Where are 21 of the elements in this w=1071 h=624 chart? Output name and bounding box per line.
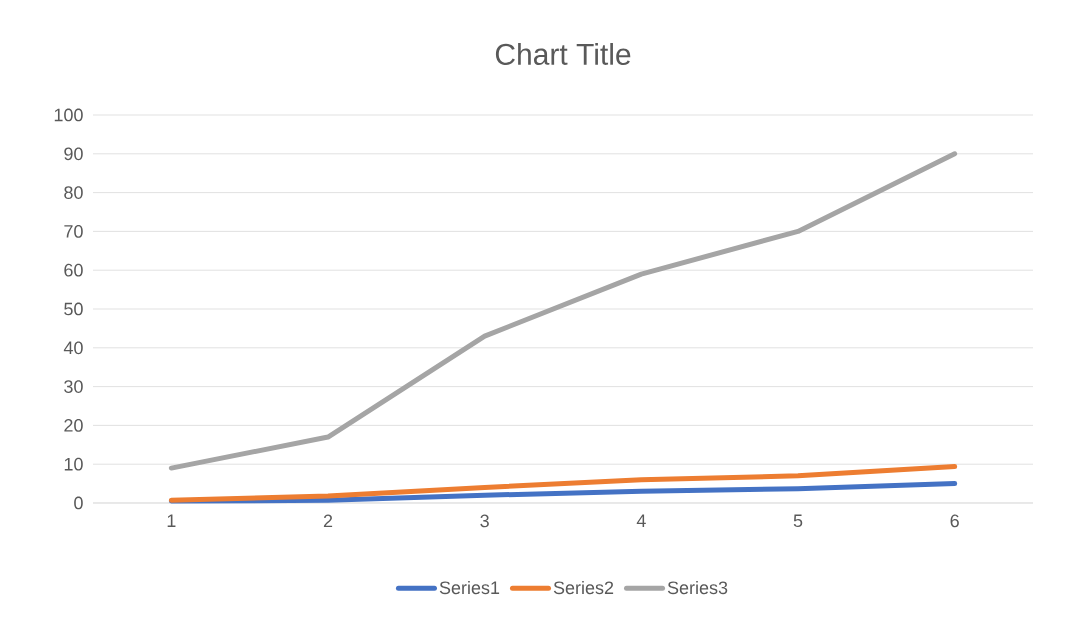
- y-tick-label: 50: [64, 302, 83, 316]
- y-tick-label: 0: [74, 496, 83, 510]
- y-tick-label: 40: [63, 341, 83, 355]
- chart-title: Chart Title: [495, 42, 631, 66]
- legend-label: Series3: [667, 580, 728, 595]
- y-tick-label: 20: [64, 419, 83, 432]
- y-tick-label: 60: [64, 263, 83, 277]
- y-tick-label: 10: [64, 457, 83, 471]
- y-tick-label: 100: [54, 108, 83, 122]
- x-tick-label: 5: [793, 514, 803, 528]
- x-tick-label: 3: [480, 514, 489, 528]
- y-tick-label: 30: [64, 380, 83, 393]
- y-tick-label: 90: [64, 147, 83, 161]
- y-tick-label: 80: [64, 186, 83, 199]
- x-tick-label: 2: [323, 514, 333, 528]
- legend-label: Series2: [553, 580, 614, 595]
- x-tick-label: 1: [167, 514, 176, 527]
- x-tick-label: 6: [950, 514, 959, 528]
- y-tick-label: 70: [64, 225, 83, 238]
- x-tick-label: 4: [636, 514, 646, 527]
- legend-label: Series1: [439, 580, 500, 595]
